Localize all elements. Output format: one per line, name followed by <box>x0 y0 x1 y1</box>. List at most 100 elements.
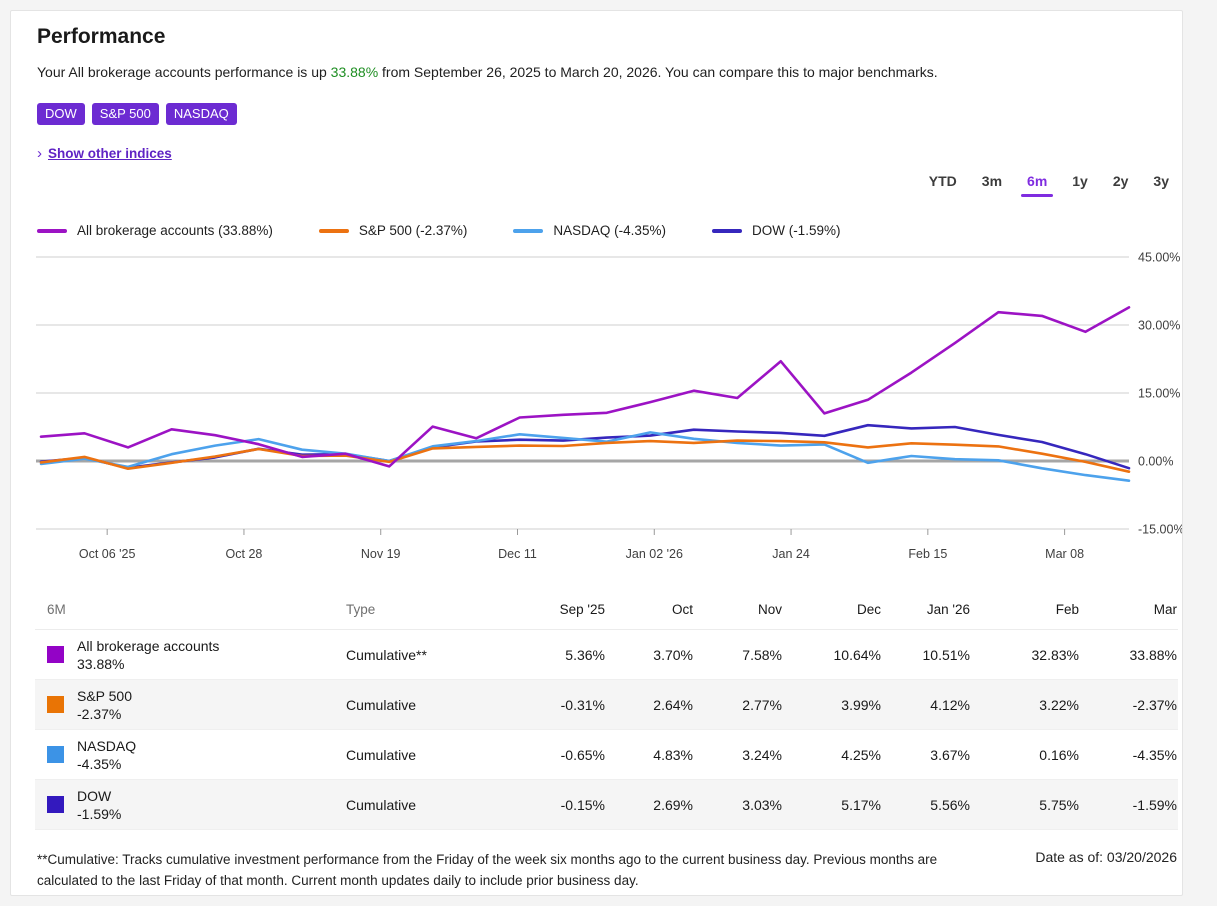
performance-card: Performance Your All brokerage accounts … <box>10 10 1185 896</box>
x-axis-tick-label: Feb 15 <box>908 547 947 561</box>
row-name-lines: NASDAQ -4.35% <box>77 737 136 773</box>
show-other-indices-link[interactable]: › Show other indices <box>37 146 172 161</box>
legend-item-all-brokerage-accounts[interactable]: All brokerage accounts (33.88%) <box>37 223 273 238</box>
time-range-2y[interactable]: 2y <box>1112 173 1129 189</box>
table-row: All brokerage accounts 33.88% Cumulative**… <box>35 630 1178 680</box>
y-axis-tick-label: -15.00% <box>1138 522 1182 536</box>
series-color-swatch <box>47 796 64 813</box>
row-total-value: -2.37% <box>77 705 122 722</box>
row-month-value: -2.37% <box>1132 696 1177 713</box>
time-range-ytd[interactable]: YTD <box>928 173 957 189</box>
benchmark-badge-s-p-500[interactable]: S&P 500 <box>91 103 159 125</box>
table-row: NASDAQ -4.35% Cumulative -0.65% 4.83% 3.24% 4.… <box>35 730 1178 780</box>
series-color-swatch <box>47 746 64 763</box>
x-axis-tick-label: Jan 02 '26 <box>626 547 683 561</box>
row-month-value: 7.58% <box>742 646 782 663</box>
table-footnote: **Cumulative: Tracks cumulative investme… <box>37 849 1177 891</box>
row-total-value: 33.88% <box>77 655 125 672</box>
x-axis-tick-label: Oct 06 '25 <box>79 547 136 561</box>
table-header-6m: 6M <box>47 602 66 617</box>
y-axis-tick-label: 0.00% <box>1138 455 1173 469</box>
legend-item-s-p-500[interactable]: S&P 500 (-2.37%) <box>318 223 468 238</box>
row-month-value: 3.67% <box>930 746 970 763</box>
performance-summary: Your All brokerage accounts performance … <box>37 64 938 80</box>
series-color-swatch <box>47 646 64 663</box>
row-type: Cumulative <box>346 746 417 763</box>
series-color-swatch <box>47 696 64 713</box>
time-range-selector: YTD 3m 6m 1y 2y 3y <box>926 171 1172 197</box>
time-range-3y[interactable]: 3y <box>1153 173 1169 189</box>
row-month-value: 5.36% <box>565 646 605 663</box>
table-header-jan-26: Jan '26 <box>926 602 970 617</box>
row-month-value: 4.12% <box>930 696 970 713</box>
row-month-value: 10.51% <box>922 646 970 663</box>
summary-percentage: 33.88% <box>330 64 379 80</box>
table-header-oct: Oct <box>671 602 693 617</box>
performance-line-chart: 45.00% 30.00% 15.00% 0.00% -15.00% Oct 06 '25… <box>36 251 1185 561</box>
table-header-type: Type <box>346 602 376 617</box>
row-name-lines: S&P 500 -2.37% <box>77 687 132 723</box>
cumulative-footnote-text: **Cumulative: Tracks cumulative investme… <box>37 852 938 888</box>
row-name-lines: All brokerage accounts 33.88% <box>77 637 219 673</box>
row-month-value: -0.31% <box>560 696 605 713</box>
table-body: All brokerage accounts 33.88% Cumulative**… <box>35 630 1178 830</box>
series-line-s-p-500 <box>39 439 1131 473</box>
row-month-value: 10.64% <box>833 646 881 663</box>
row-type: Cumulative** <box>346 646 427 663</box>
row-month-value: 2.77% <box>742 696 782 713</box>
x-axis-tick-label: Nov 19 <box>361 547 401 561</box>
row-name-cell: DOW -1.59% <box>35 787 346 823</box>
legend-line-swatch <box>711 228 742 233</box>
legend-item-dow[interactable]: DOW (-1.59%) <box>711 223 841 238</box>
row-type: Cumulative <box>346 796 417 813</box>
legend-label: NASDAQ (-4.35%) <box>553 223 666 238</box>
row-month-value: 5.75% <box>1039 796 1079 813</box>
chevron-right-icon: › <box>37 145 42 162</box>
x-axis-tick-label: Jan 24 <box>772 547 810 561</box>
summary-suffix: from September 26, 2025 to March 20, 202… <box>378 64 938 80</box>
row-month-value: 32.83% <box>1031 646 1079 663</box>
row-name-cell: S&P 500 -2.37% <box>35 687 346 723</box>
row-month-value: -0.15% <box>560 796 605 813</box>
x-axis-tick-label: Mar 08 <box>1045 547 1084 561</box>
row-month-value: 2.64% <box>653 696 693 713</box>
table-row: S&P 500 -2.37% Cumulative -0.31% 2.64% 2.77% 3… <box>35 680 1178 730</box>
y-axis-tick-label: 30.00% <box>1138 319 1180 333</box>
date-as-of-label: Date as of: 03/20/2026 <box>1035 849 1177 865</box>
legend-label: S&P 500 (-2.37%) <box>358 223 468 238</box>
row-month-value: 0.16% <box>1039 746 1079 763</box>
y-axis-tick-label: 45.00% <box>1138 251 1180 265</box>
table-header-dec: Dec <box>856 602 881 617</box>
row-month-value: 2.69% <box>653 796 693 813</box>
row-name: DOW <box>77 787 112 804</box>
performance-table: 6M Type Sep '25 Oct Nov Dec Jan '26 Feb Mar All … <box>35 583 1178 830</box>
page-title: Performance <box>37 25 166 48</box>
table-header-nov: Nov <box>757 602 782 617</box>
row-total-value: -1.59% <box>77 805 122 822</box>
x-axis-tick-label: Oct 28 <box>226 547 263 561</box>
legend-line-swatch <box>513 228 544 233</box>
table-header-row: 6M Type Sep '25 Oct Nov Dec Jan '26 Feb Mar <box>35 583 1178 630</box>
y-axis-tick-label: 15.00% <box>1138 387 1180 401</box>
benchmark-badge-dow[interactable]: DOW <box>37 103 85 125</box>
performance-chart: 45.00% 30.00% 15.00% 0.00% -15.00% Oct 06 '25… <box>11 247 1185 577</box>
row-type: Cumulative <box>346 696 417 713</box>
summary-prefix: Your All brokerage accounts performance … <box>37 64 331 80</box>
legend-item-nasdaq[interactable]: NASDAQ (-4.35%) <box>513 223 666 238</box>
row-month-value: 4.25% <box>841 746 881 763</box>
table-row: DOW -1.59% Cumulative -0.15% 2.69% 3.03% 5.17%… <box>35 780 1178 830</box>
time-range-6m[interactable]: 6m <box>1021 171 1054 197</box>
row-total-value: -4.35% <box>77 755 122 772</box>
benchmark-badge-nasdaq[interactable]: NASDAQ <box>165 103 237 125</box>
series-line-all-brokerage-accounts <box>39 306 1131 468</box>
time-range-3m[interactable]: 3m <box>981 173 1003 189</box>
legend-label: DOW (-1.59%) <box>751 223 841 238</box>
row-month-value: -0.65% <box>560 746 605 763</box>
table-header-feb: Feb <box>1055 602 1079 617</box>
row-month-value: -4.35% <box>1132 746 1177 763</box>
row-month-value: 3.99% <box>841 696 881 713</box>
time-range-1y[interactable]: 1y <box>1072 173 1088 189</box>
x-axis-tick-label: Dec 11 <box>498 547 537 561</box>
legend-line-swatch <box>37 228 67 233</box>
series-line-nasdaq <box>39 431 1131 482</box>
